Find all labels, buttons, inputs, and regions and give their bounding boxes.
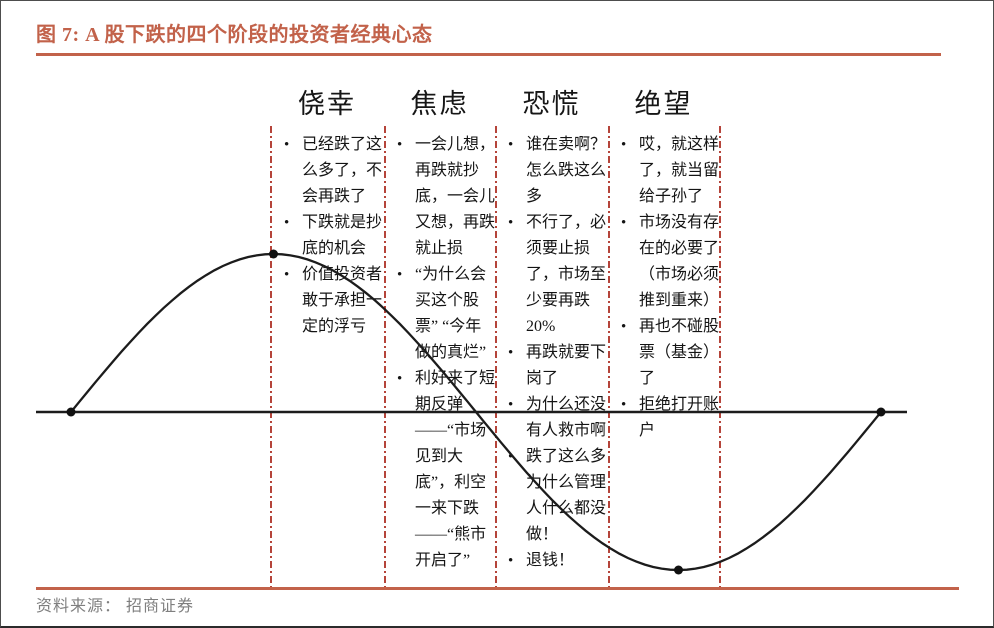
stage-column-panic: 谁在卖啊？怎么跌这么多 不行了，必须要止损了，市场至少要再跌20% 再跌就要下岗… [505,132,606,574]
bullet-item: 市场没有存在的必要了（市场必须推到重来） [618,210,719,314]
bullet-item: 价值投资者敢于承担一定的浮亏 [281,262,382,340]
stage-header-despair: 绝望 [634,89,693,119]
stage-header-fluke: 侥幸 [298,89,356,119]
title-rule [36,53,941,56]
bullet-list: 哎，就这样了，就当留给子孙了 市场没有存在的必要了（市场必须推到重来） 再也不碰… [618,132,719,444]
stage-column-despair: 哎，就这样了，就当留给子孙了 市场没有存在的必要了（市场必须推到重来） 再也不碰… [618,132,719,444]
bullet-item: 一会儿想，再跌就抄底，一会儿又想，再跌就止损 [394,132,495,262]
bullet-item: 退钱！ [505,548,606,574]
stage-column-fluke: 已经跌了这么多了，不会再跌了 下跌就是抄底的机会 价值投资者敢于承担一定的浮亏 [281,132,382,340]
bullet-list: 已经跌了这么多了，不会再跌了 下跌就是抄底的机会 价值投资者敢于承担一定的浮亏 [281,132,382,340]
bullet-item: 拒绝打开账户 [618,392,719,444]
bullet-item: 已经跌了这么多了，不会再跌了 [281,132,382,210]
bullet-item: 再也不碰股票（基金）了 [618,314,719,392]
stage-divider-1 [270,126,272,587]
stage-divider-5 [719,126,721,587]
figure-title: 图 7: A 股下跌的四个阶段的投资者经典心态 [36,24,433,46]
bullet-list: 谁在卖啊？怎么跌这么多 不行了，必须要止损了，市场至少要再跌20% 再跌就要下岗… [505,132,606,574]
bullet-item: 为什么还没有人救市啊 [505,392,606,444]
bullet-list: 一会儿想，再跌就抄底，一会儿又想，再跌就止损 “为什么会买这个股票” “今年做的… [394,132,495,574]
source-text: 资料来源： 招商证券 [36,598,195,615]
curve-marker-end [876,407,886,417]
stage-divider-2 [384,126,386,587]
bullet-item: 哎，就这样了，就当留给子孙了 [618,132,719,210]
stage-divider-3 [495,126,497,587]
curve-marker-start [66,407,76,417]
bullet-item: “为什么会买这个股票” “今年做的真烂” [394,262,495,366]
bullet-item: 下跌就是抄底的机会 [281,210,382,262]
stage-header-anxiety: 焦虑 [410,89,469,119]
stage-column-anxiety: 一会儿想，再跌就抄底，一会儿又想，再跌就止损 “为什么会买这个股票” “今年做的… [394,132,495,574]
stage-divider-4 [608,126,610,587]
curve-marker-trough [674,565,683,575]
stage-header-panic: 恐慌 [522,89,581,119]
bullet-item: 跌了这么多为什么管理人什么都没做！ [505,444,606,548]
source-rule [36,587,959,590]
bullet-item: 再跌就要下岗了 [505,340,606,392]
bullet-item: 谁在卖啊？怎么跌这么多 [505,132,606,210]
bullet-item: 利好来了短期反弹——“市场见到大底”，利空一来下跌——“熊市开启了” [394,366,495,574]
bullet-item: 不行了，必须要止损了，市场至少要再跌20% [505,210,606,340]
